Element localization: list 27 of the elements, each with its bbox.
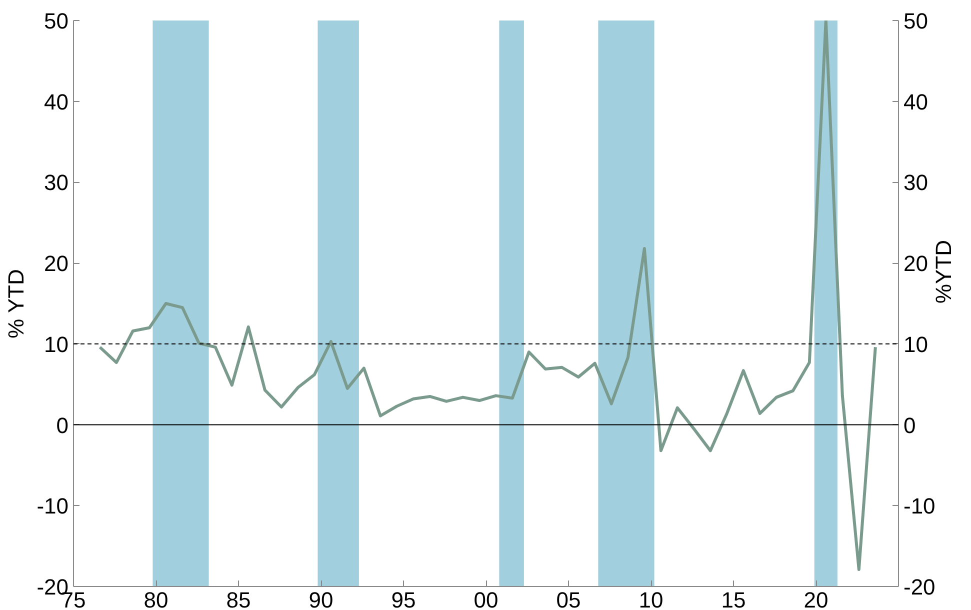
y-tick-label: 0 <box>56 412 69 438</box>
y2-tick-label: -20 <box>904 574 936 600</box>
y2-tick-label: 50 <box>904 8 928 34</box>
y2-axis-title: %YTD <box>930 240 956 304</box>
x-tick-label: 05 <box>556 588 581 610</box>
y-axis-title: % YTD <box>4 269 29 338</box>
line-series <box>98 20 877 572</box>
y-tick-label: 50 <box>44 8 69 34</box>
x-tick-label: 85 <box>226 588 251 610</box>
x-tick-label: 00 <box>474 588 498 610</box>
y2-tick-label: 40 <box>904 89 928 114</box>
x-tick-label: 10 <box>638 588 664 610</box>
y-tick-label: 20 <box>44 251 69 276</box>
y2-tick-label: 20 <box>904 251 928 276</box>
y-tick-label: 40 <box>44 89 69 114</box>
y-tick-label: -10 <box>36 494 68 519</box>
y2-tick-label: 10 <box>904 332 928 357</box>
y-tick-label: 30 <box>44 170 69 196</box>
y2-tick-label: -10 <box>904 494 936 519</box>
x-tick-label: 20 <box>804 588 828 610</box>
x-tick-label: 90 <box>308 588 334 610</box>
y2-tick-label: 30 <box>904 170 928 196</box>
y2-tick-label: 0 <box>904 412 916 438</box>
x-tick-label: 80 <box>144 588 168 610</box>
x-tick-label: 15 <box>721 588 746 610</box>
y-tick-label: 10 <box>44 332 69 357</box>
x-tick-label: 95 <box>391 588 416 610</box>
